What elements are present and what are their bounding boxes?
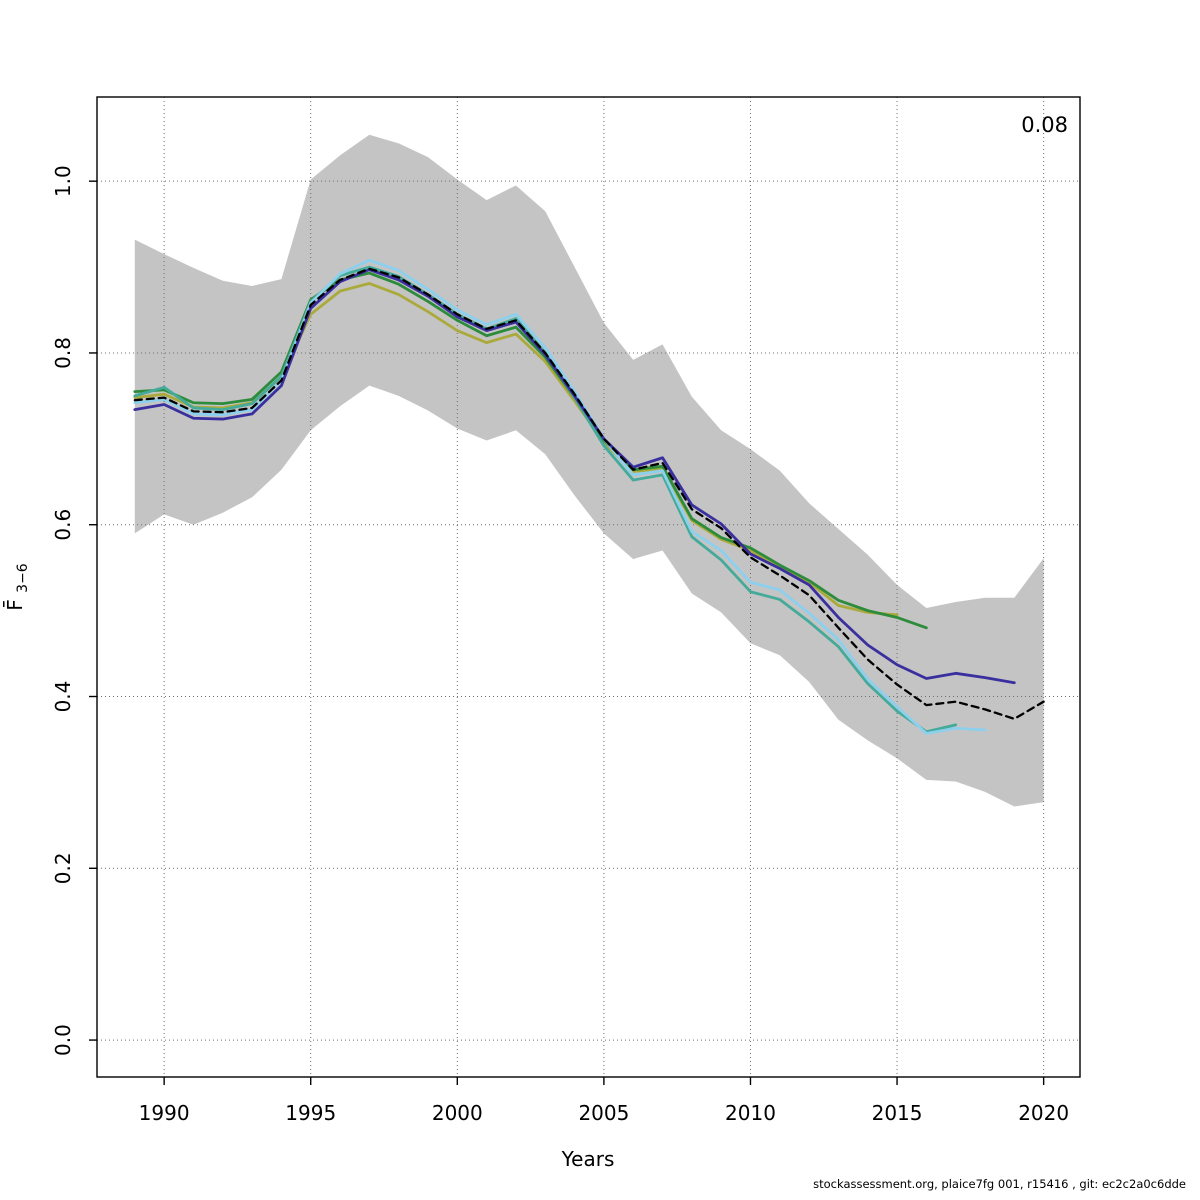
x-tick-label: 1990	[139, 1101, 190, 1125]
retro-peel-2016-line	[133, 271, 928, 630]
x-tick-label: 2005	[578, 1101, 629, 1125]
y-tick-label: 0.0	[51, 1024, 75, 1056]
y-tick-label: 0.8	[51, 337, 75, 369]
y-tick-label: 0.2	[51, 852, 75, 884]
x-tick-label: 2020	[1018, 1101, 1069, 1125]
y-axis-title-main: F̄	[2, 599, 27, 611]
gridline-layer	[97, 97, 1080, 1077]
footer-credit: stockassessment.org, plaice7fg 001, r154…	[813, 1177, 1186, 1191]
confidence-band	[134, 134, 1044, 807]
x-tick-label: 2000	[432, 1101, 483, 1125]
y-axis-title: F̄ 3−6	[2, 563, 31, 611]
y-tick-label: 1.0	[51, 165, 75, 197]
series-layer	[133, 258, 1045, 735]
x-tick-label: 2010	[725, 1101, 776, 1125]
x-tick-label: 1995	[285, 1101, 336, 1125]
y-axis-title-subscript: 3−6	[15, 563, 31, 593]
x-tick-label: 2015	[872, 1101, 923, 1125]
confidence-band-layer	[134, 134, 1044, 807]
base-run-line	[133, 267, 1045, 720]
retro-peel-2018-line	[133, 258, 987, 735]
y-tick-label: 0.4	[51, 681, 75, 713]
plot-frame	[96, 96, 1081, 1078]
x-axis-title: Years	[561, 1147, 615, 1171]
y-tick-label: 0.6	[51, 509, 75, 541]
tick-layer: 1990 1995 2000 2005 2010 2015 2020 0.0 0.2 0.4 0.6…	[51, 165, 1069, 1125]
mohn-rho-annotation: 0.08	[1021, 113, 1068, 137]
